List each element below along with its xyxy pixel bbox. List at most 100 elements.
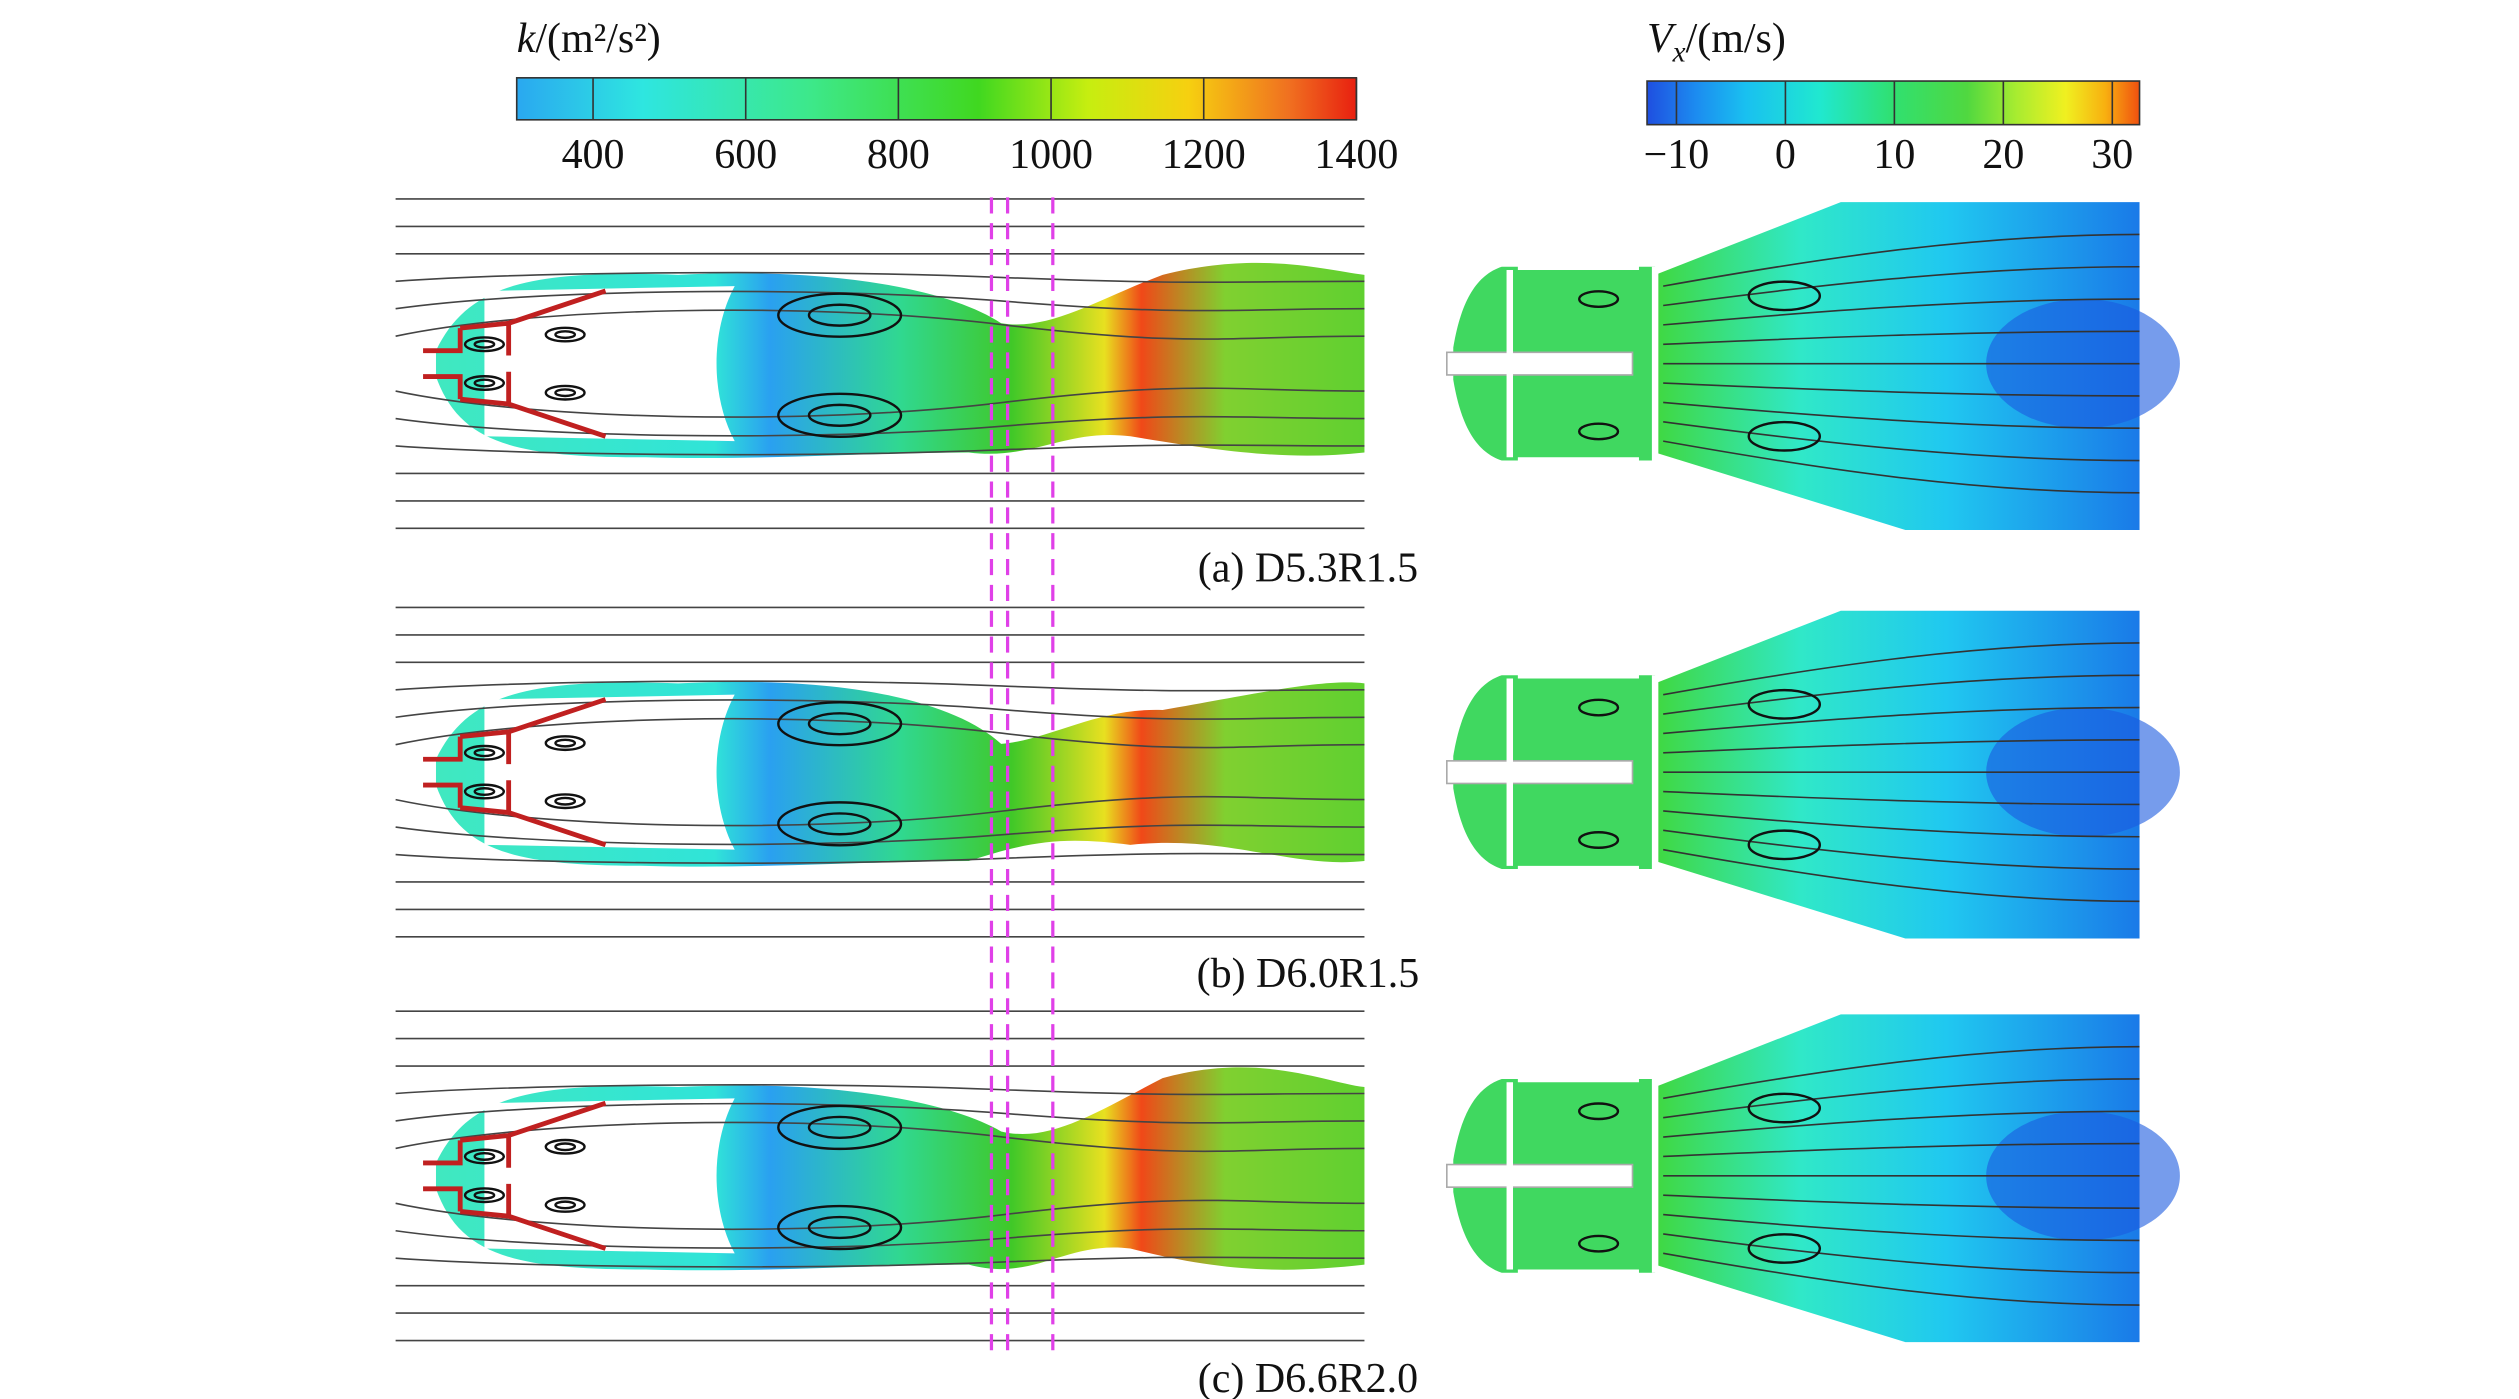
- vortex: [1747, 688, 1822, 720]
- streamline: [1663, 829, 2140, 870]
- streamline: [395, 680, 1365, 692]
- streamline: [395, 1199, 1365, 1231]
- vx-colorbar: [1646, 80, 2141, 126]
- streamline: [1663, 440, 2140, 494]
- vortex: [463, 336, 506, 353]
- wall: [1506, 263, 1659, 464]
- streamline: [395, 290, 1365, 312]
- vortex: [544, 326, 586, 343]
- vortex: [1747, 280, 1822, 312]
- caption: (a) D5.3R1.5: [1198, 546, 1418, 592]
- vortex: [1747, 420, 1822, 452]
- vortex: [1578, 831, 1620, 849]
- nozzle: [423, 1100, 607, 1251]
- vortex: [463, 1148, 506, 1165]
- streamline: [395, 387, 1365, 418]
- vortex: [554, 796, 577, 806]
- vortex: [777, 292, 903, 338]
- colorbar-tick-label: 400: [562, 132, 625, 178]
- colorbar-tick-label: 20: [1982, 132, 2024, 178]
- vortex: [473, 339, 496, 349]
- vortex: [463, 375, 506, 392]
- vortex: [554, 388, 577, 398]
- streamline: [395, 1228, 1365, 1249]
- streamline: [1663, 1233, 2140, 1274]
- vortex: [544, 1196, 586, 1213]
- streamline: [1663, 706, 2140, 735]
- streamline: [1663, 298, 2140, 326]
- vortex: [777, 1104, 903, 1151]
- vortex: [544, 1138, 586, 1155]
- vx-jet: [1446, 351, 1634, 376]
- colorbar-tick-label: 800: [867, 132, 930, 178]
- recirculation: [484, 694, 735, 850]
- streamline: [1663, 265, 2140, 307]
- streamline: [1663, 233, 2140, 287]
- vx-field: [1655, 202, 2140, 530]
- streamline: [395, 1121, 1365, 1153]
- flow-panel: [395, 1010, 2180, 1343]
- k-title: k/(m²/s²): [517, 16, 661, 62]
- streamline: [1663, 1142, 2140, 1158]
- streamline: [395, 852, 1365, 864]
- colorbar-tick-label: 1400: [1314, 132, 1398, 178]
- streamline: [395, 824, 1365, 846]
- vortex: [777, 701, 903, 747]
- streamline: [1663, 1213, 2140, 1242]
- vortex: [473, 748, 496, 758]
- colorbar-tick-label: 30: [2091, 132, 2133, 178]
- vortex: [473, 1151, 496, 1161]
- wall: [1506, 1075, 1659, 1276]
- streamline: [395, 1256, 1365, 1268]
- caption: (b) D6.0R1.5: [1197, 951, 1420, 997]
- nozzle: [423, 288, 607, 439]
- vortex: [554, 1200, 577, 1210]
- streamline: [395, 271, 1365, 284]
- streamline: [1663, 330, 2140, 346]
- streamline: [395, 699, 1365, 721]
- vortex: [463, 783, 506, 800]
- vx-field: [1655, 1014, 2140, 1343]
- vortex: [807, 712, 872, 736]
- streamline: [1663, 1194, 2140, 1209]
- streamline: [395, 795, 1365, 827]
- streamline: [1663, 1252, 2140, 1306]
- vortex: [807, 303, 872, 327]
- flow-panel: [395, 606, 2180, 939]
- vortex: [473, 378, 496, 388]
- vortex: [1578, 1102, 1620, 1121]
- vortex: [807, 1115, 872, 1140]
- streamline: [1663, 790, 2140, 806]
- colorbar-tick-label: 1000: [1009, 132, 1093, 178]
- colorbar-tick-label: 0: [1775, 132, 1796, 178]
- caption: (c) D6.6R2.0: [1198, 1356, 1418, 1399]
- reference-lines: [989, 197, 1055, 1360]
- vx-title: Vx/(m/s): [1647, 16, 1786, 69]
- vortex: [463, 1187, 506, 1204]
- k-colorbar: [515, 77, 1358, 121]
- vortex: [1578, 698, 1620, 717]
- wall: [1506, 672, 1659, 873]
- vortex: [1578, 1234, 1620, 1253]
- colorbar-tick-label: 1200: [1162, 132, 1246, 178]
- recirculation: [484, 1098, 735, 1254]
- streamline: [395, 444, 1365, 456]
- vx-jet: [1446, 760, 1634, 785]
- vortex: [473, 787, 496, 797]
- streamline: [1663, 674, 2140, 715]
- colorbar-tick-label: 600: [714, 132, 777, 178]
- flow-panel: [395, 198, 2180, 530]
- streamline: [1663, 401, 2140, 430]
- vortex: [807, 1215, 872, 1240]
- streamline: [395, 1102, 1365, 1124]
- streamline: [1663, 810, 2140, 838]
- recirculation: [484, 286, 735, 442]
- vortex: [473, 1190, 496, 1200]
- vortex: [554, 738, 577, 748]
- streamline: [1663, 382, 2140, 397]
- vortex: [544, 735, 586, 752]
- streamline: [1663, 1078, 2140, 1119]
- vortex: [807, 403, 872, 427]
